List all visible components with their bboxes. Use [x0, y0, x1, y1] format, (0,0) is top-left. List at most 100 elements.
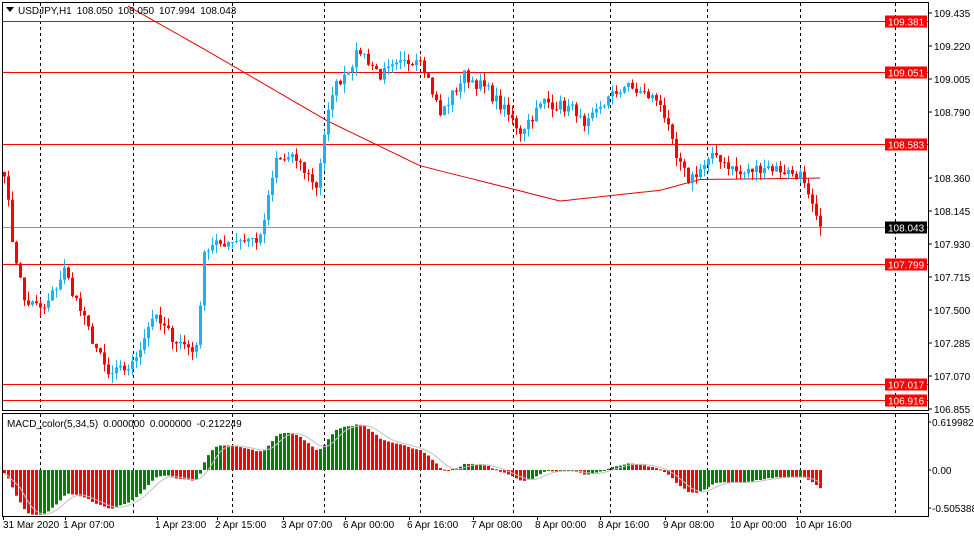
candle-body: [631, 82, 634, 89]
macd-bar: [207, 455, 210, 470]
macd-bar: [279, 433, 282, 470]
macd-bar: [451, 469, 454, 471]
macd-bar: [803, 470, 806, 478]
candle-body: [15, 241, 18, 264]
candle-body: [19, 263, 22, 278]
macd-bar: [535, 470, 538, 477]
candle-body: [103, 352, 106, 365]
macd-bar: [463, 463, 466, 470]
candle-body: [363, 53, 366, 55]
candle-body: [159, 314, 162, 324]
candle-body: [23, 277, 26, 301]
macd-bar: [747, 470, 750, 482]
candle-body: [483, 80, 486, 87]
candle-body: [63, 267, 66, 280]
macd-bar: [11, 470, 14, 488]
macd-bar: [715, 470, 718, 483]
macd-bar: [87, 470, 90, 500]
candle-body: [475, 80, 478, 89]
macd-bar: [251, 449, 254, 470]
candle-body: [51, 290, 54, 301]
macd-bar: [495, 469, 498, 471]
candle-body: [307, 173, 310, 175]
candle-body: [707, 158, 710, 165]
macd-bar: [387, 441, 390, 470]
candle-body: [331, 95, 334, 110]
candle-body: [283, 159, 286, 161]
macd-bar: [651, 467, 654, 470]
candle-body: [127, 369, 130, 371]
candle-body: [651, 95, 654, 99]
candle-body: [427, 73, 430, 78]
macd-bar: [523, 470, 526, 481]
macd-bar: [7, 470, 10, 479]
macd-bar: [15, 470, 18, 496]
price-level-tag: [885, 258, 927, 271]
candle-body: [279, 157, 282, 160]
candle-body: [443, 106, 446, 116]
macd-bar: [127, 470, 130, 503]
macd-bar: [203, 462, 206, 470]
candle-body: [271, 177, 274, 196]
macd-bar: [295, 434, 298, 470]
candle-body: [179, 341, 182, 344]
macd-bar: [679, 470, 682, 487]
candle-body: [115, 367, 118, 374]
macd-bar: [667, 470, 670, 475]
macd-bar: [219, 445, 222, 470]
macd-value-3: -0.212249: [197, 419, 242, 430]
candle-body: [671, 124, 674, 139]
candle-body: [751, 168, 754, 173]
macd-bar: [399, 444, 402, 470]
candle-body: [11, 199, 14, 242]
macd-bar: [419, 450, 422, 470]
candle-body: [151, 318, 154, 327]
macd-bar: [379, 438, 382, 470]
macd-bar: [683, 470, 686, 489]
candle-body: [807, 183, 810, 195]
macd-bar: [819, 470, 822, 489]
macd-bar: [319, 449, 322, 470]
macd-bar: [31, 470, 34, 515]
candle-body: [211, 245, 214, 251]
candle-body: [627, 82, 630, 88]
macd-bar: [315, 449, 318, 470]
macd-bar: [139, 470, 142, 494]
macd-bar: [475, 465, 478, 470]
time-label: 1 Apr 23:00: [155, 520, 207, 531]
macd-bar: [483, 465, 486, 470]
macd-bar: [327, 439, 330, 470]
dropdown-arrow-icon[interactable]: [6, 7, 14, 12]
candle-body: [67, 267, 70, 278]
symbol-label: USDJPY,H1: [18, 6, 72, 17]
price-levels: [3, 21, 928, 401]
macd-bar: [627, 463, 630, 470]
price-tick-label: 106.855: [934, 405, 971, 416]
candle-body: [791, 169, 794, 174]
macd-bar: [783, 470, 786, 478]
macd-tick-label: 0.00: [932, 466, 952, 477]
candle-body: [135, 357, 138, 362]
macd-bar: [703, 470, 706, 490]
macd-bar: [751, 470, 754, 482]
macd-bar: [23, 470, 26, 510]
candle-body: [343, 74, 346, 85]
candle-body: [447, 104, 450, 107]
candle-body: [123, 365, 126, 371]
candle-body: [395, 62, 398, 65]
macd-bar: [143, 470, 146, 490]
candle-body: [659, 100, 662, 105]
macd-bar: [47, 470, 50, 512]
candle-body: [815, 203, 818, 216]
candle-body: [59, 279, 62, 290]
candle-body: [99, 348, 102, 353]
macd-bar: [499, 470, 502, 472]
candle-body: [259, 234, 262, 243]
macd-bar: [491, 468, 494, 470]
macd-bar: [215, 446, 218, 470]
candle-body: [227, 242, 230, 247]
candle-body: [199, 305, 202, 345]
macd-bar: [147, 470, 150, 486]
candle-body: [811, 194, 814, 204]
candle-body: [247, 239, 250, 242]
